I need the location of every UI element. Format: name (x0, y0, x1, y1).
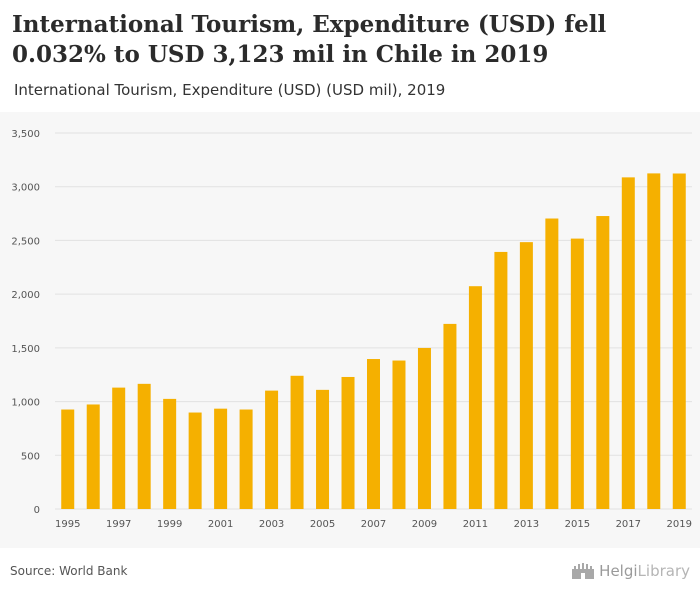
bar-2016[interactable]: 2016: 2727 (596, 216, 610, 509)
chart-header: International Tourism, Expenditure (USD)… (0, 0, 700, 112)
brand-name: HelgiLibrary (599, 562, 690, 580)
bar-2000[interactable]: 2000: 898 (188, 412, 202, 509)
y-tick-label: 3,500 (11, 129, 40, 140)
bar-2004[interactable]: 2004: 1240 (290, 375, 304, 509)
bar-2010[interactable]: 2010: 1723 (443, 323, 457, 509)
x-tick-label: 2001 (208, 519, 233, 530)
chart-area: 0 500 1,000 1,500 2,000 2,500 3,000 3,500 1995:… (0, 112, 700, 548)
x-tick-label: 1995 (55, 519, 80, 530)
brand-name-suffix: Library (637, 562, 690, 580)
bar-2005[interactable]: 2005: 1109 (316, 389, 330, 509)
bar-2015[interactable]: 2015: 2517 (570, 238, 584, 509)
bar-2001[interactable]: 2001: 934 (214, 408, 228, 509)
bar-1995[interactable]: 1995: 926 (61, 409, 75, 509)
x-tick-label: 2019 (667, 519, 692, 530)
x-axis-tick-labels: 1995 1997 1999 2001 2003 2005 2007 2009 2011 2013… (55, 519, 692, 530)
y-tick-label: 2,500 (11, 236, 40, 247)
bar-2007[interactable]: 2007: 1396 (367, 359, 380, 509)
x-tick-label: 2009 (412, 519, 437, 530)
x-tick-label: 1999 (157, 519, 182, 530)
bar-2013[interactable]: 2013: 2484 (519, 242, 533, 509)
x-tick-label: 2011 (463, 519, 488, 530)
chart-footer: Source: World Bank HelgiLibrary (0, 548, 700, 596)
chart-title: International Tourism, Expenditure (USD)… (12, 11, 607, 68)
bar-1996[interactable]: 1996: 973 (86, 404, 100, 509)
bar-chart: 0 500 1,000 1,500 2,000 2,500 3,000 3,500 1995:… (11, 129, 692, 530)
y-tick-label: 500 (21, 451, 40, 462)
bar-2008[interactable]: 2008: 1382 (392, 360, 406, 509)
y-tick-label: 2,000 (11, 290, 40, 301)
bar-2003[interactable]: 2003: 1102 (265, 390, 279, 509)
y-tick-label: 1,500 (11, 344, 40, 355)
x-tick-label: 2003 (259, 519, 284, 530)
bar-2018[interactable]: 2018: 3124 (647, 173, 661, 510)
bar-2009[interactable]: 2009: 1499 (417, 347, 431, 509)
x-tick-label: 2007 (361, 519, 386, 530)
castle-logo-icon (572, 563, 595, 579)
bar-2011[interactable]: 2011: 2074 (468, 286, 482, 509)
x-tick-label: 2017 (616, 519, 641, 530)
y-tick-label: 0 (34, 505, 40, 516)
bar-2014[interactable]: 2014: 2704 (545, 218, 559, 509)
bar-2019[interactable]: 2019: 3123 (672, 173, 686, 509)
chart-subtitle: International Tourism, Expenditure (USD)… (14, 81, 446, 99)
source-note: Source: World Bank (10, 564, 128, 578)
x-tick-label: 2015 (565, 519, 590, 530)
bar-2012[interactable]: 2012: 2393 (494, 251, 508, 509)
y-tick-label: 1,000 (11, 398, 40, 409)
x-tick-label: 2013 (514, 519, 539, 530)
brand-name-main: Helgi (599, 562, 638, 580)
bar-1997[interactable]: 1997: 1130 (112, 387, 126, 509)
bar-2002[interactable]: 2002: 926 (239, 409, 253, 509)
bar-2006[interactable]: 2006: 1229 (341, 376, 355, 509)
x-tick-label: 2005 (310, 519, 335, 530)
bar-1998[interactable]: 1998: 1165 (137, 383, 151, 509)
y-tick-label: 3,000 (11, 183, 40, 194)
y-axis-tick-labels: 0 500 1,000 1,500 2,000 2,500 3,000 3,500 (11, 129, 40, 516)
helgi-library-logo[interactable]: HelgiLibrary (571, 560, 690, 582)
bars: 1995: 926 1996: 973 1997: 1130 1998: 1165 19… (61, 173, 686, 510)
bar-1999[interactable]: 1999: 1025 (163, 398, 177, 509)
x-tick-label: 1997 (106, 519, 131, 530)
bar-2017[interactable]: 2017: 3087 (621, 177, 635, 510)
